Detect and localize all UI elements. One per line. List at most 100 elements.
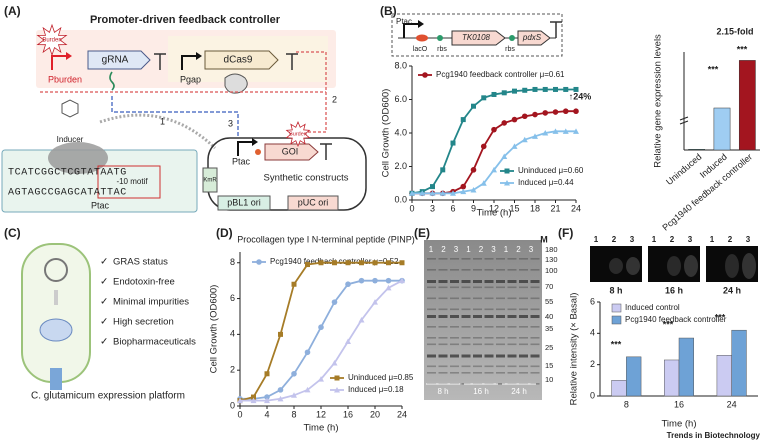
- gel-band: [496, 258, 505, 260]
- time-label: 8 h: [609, 285, 622, 295]
- gel-band: [438, 315, 448, 318]
- gel-band: [438, 280, 448, 283]
- point: [264, 397, 270, 404]
- gel-band: [496, 365, 505, 368]
- y-axis-label: Relative intensity (× Basal): [569, 293, 580, 406]
- gel: [424, 240, 542, 400]
- gel-band: [507, 365, 517, 368]
- point: [429, 190, 436, 196]
- x-tick-label: 24: [727, 399, 737, 409]
- burden-promoter-head: [66, 52, 72, 60]
- gel-band: [473, 372, 482, 374]
- legend-swatch: [611, 315, 622, 325]
- gel-band: [461, 258, 471, 260]
- gel-band: [438, 372, 448, 374]
- gel-band: [427, 326, 436, 328]
- check: ✓: [100, 337, 108, 348]
- check: ✓: [100, 277, 108, 288]
- gel-band: [438, 297, 448, 300]
- gel-band: [496, 297, 505, 300]
- diagram-title: Promoter-driven feedback controller: [90, 14, 281, 26]
- point: [480, 143, 487, 150]
- gel-band: [461, 269, 471, 271]
- blot-band: [725, 254, 739, 278]
- x-tick-label: 3: [430, 203, 435, 213]
- dcas9-gene: [204, 50, 279, 70]
- point: [562, 128, 569, 134]
- gel-band: [507, 308, 517, 311]
- gene-label: GOI: [282, 146, 299, 156]
- point: [385, 277, 392, 284]
- gel-band: [461, 297, 471, 300]
- promoter-label: Pburden: [48, 74, 82, 84]
- gel-band: [427, 297, 436, 300]
- marker-size: 130: [545, 255, 558, 264]
- gel-band: [450, 343, 459, 346]
- gel-band: [496, 337, 505, 339]
- point: [345, 281, 351, 288]
- goi-gene: [264, 143, 319, 161]
- annotation: ***: [715, 312, 726, 322]
- bar: [664, 359, 680, 397]
- point: [440, 167, 446, 173]
- gel-band: [427, 286, 436, 289]
- x-tick-label: 12: [489, 203, 499, 213]
- gap-promoter: [181, 55, 196, 70]
- gel-band: [450, 269, 459, 271]
- gel-band: [461, 315, 471, 318]
- promoter-label: Ptac: [232, 156, 251, 166]
- gel-band: [530, 269, 540, 271]
- gel-band: [484, 337, 494, 339]
- marker-size: 180: [545, 245, 558, 254]
- annotation: 2.15-fold: [716, 26, 753, 36]
- lane-label: 2: [479, 245, 484, 254]
- gel-band: [496, 383, 505, 385]
- gel-band: [461, 354, 471, 358]
- gel-band: [438, 269, 448, 271]
- check: ✓: [100, 257, 108, 268]
- point: [460, 117, 466, 123]
- gel-band: [450, 337, 459, 339]
- gel-band: [484, 354, 494, 358]
- legend-label: Uninduced μ=0.85: [348, 373, 414, 382]
- grna-rna: [109, 71, 115, 91]
- point: [542, 110, 549, 116]
- gel-band: [484, 308, 494, 311]
- point: [277, 395, 284, 402]
- gel-band: [530, 337, 540, 339]
- element-label: rbs: [437, 46, 447, 53]
- point: [553, 86, 558, 92]
- lane-label: 1: [652, 235, 657, 244]
- x-tick-label: 20: [370, 409, 380, 419]
- gel-band: [473, 286, 482, 289]
- step-label: 2: [332, 94, 337, 104]
- gel-band: [530, 297, 540, 300]
- time-label: 24 h: [511, 387, 527, 396]
- bar: [716, 355, 732, 397]
- gene-arrow: [451, 30, 506, 46]
- point: [532, 133, 538, 139]
- lane-label: 3: [746, 235, 751, 244]
- point: [542, 86, 548, 92]
- gel-band: [461, 372, 471, 374]
- point: [470, 167, 477, 173]
- lane-label: 2: [441, 245, 446, 254]
- bar: [738, 60, 756, 151]
- x-tick-label: 6: [450, 203, 455, 213]
- y-tick-label: 2.0: [394, 161, 407, 171]
- gel-band: [427, 337, 436, 339]
- gel-band: [507, 337, 517, 339]
- point: [430, 184, 435, 190]
- gel-band: [496, 343, 505, 346]
- point: [522, 87, 528, 93]
- legend-label: Pcg1940 feedback controller: [625, 315, 727, 324]
- point: [450, 140, 456, 146]
- gel-band: [519, 365, 528, 368]
- point: [331, 360, 338, 366]
- gel-band: [438, 326, 448, 328]
- gel-band: [484, 372, 494, 374]
- gel-band: [507, 343, 517, 346]
- point: [460, 188, 467, 195]
- gel-band: [519, 258, 528, 260]
- gel-band: [473, 258, 482, 260]
